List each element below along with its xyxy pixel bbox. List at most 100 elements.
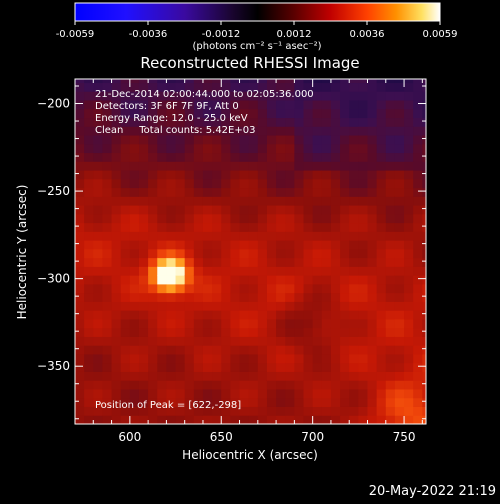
- heatmap-cell: [303, 79, 314, 84]
- heatmap-cell: [303, 301, 314, 311]
- heatmap-cell: [157, 406, 167, 416]
- heatmap-cell: [93, 143, 103, 154]
- heatmap-cell: [129, 205, 140, 215]
- heatmap-cell: [266, 388, 277, 399]
- heatmap-cell: [330, 82, 341, 92]
- heatmap-cell: [111, 248, 122, 259]
- heatmap-cell: [266, 336, 277, 346]
- heatmap-cell: [221, 336, 231, 346]
- heatmap-cell: [358, 152, 368, 162]
- heatmap-cell: [404, 196, 414, 206]
- heatmap-cell: [404, 345, 414, 355]
- heatmap-cell: [202, 170, 213, 180]
- heatmap-cell: [212, 397, 222, 407]
- heatmap-cell: [321, 275, 332, 285]
- heatmap-cell: [221, 301, 231, 311]
- heatmap-cell: [330, 126, 341, 136]
- heatmap-cell: [358, 362, 368, 372]
- heatmap-cell: [413, 397, 423, 407]
- heatmap-cell: [367, 345, 378, 355]
- heatmap-cell: [120, 248, 131, 259]
- heatmap-cell: [413, 362, 423, 372]
- heatmap-cell: [129, 353, 140, 364]
- heatmap-cell: [84, 257, 94, 267]
- heatmap-cell: [138, 231, 149, 241]
- heatmap-cell: [303, 108, 314, 119]
- heatmap-cell: [367, 152, 378, 162]
- heatmap-cell: [340, 161, 350, 171]
- heatmap-cell: [367, 196, 378, 206]
- heatmap-cell: [257, 397, 268, 407]
- heatmap-cell: [230, 292, 241, 302]
- heatmap-cell: [75, 292, 85, 302]
- heatmap-cell: [175, 310, 186, 320]
- heatmap-cell: [394, 117, 405, 127]
- heatmap-cell: [294, 170, 305, 180]
- heatmap-cell: [166, 240, 177, 250]
- heatmap-cell: [367, 275, 378, 285]
- heatmap-cell: [138, 345, 149, 355]
- heatmap-cell: [184, 152, 195, 162]
- heatmap-cell: [303, 82, 314, 92]
- heatmap-cell: [422, 397, 426, 407]
- heatmap-cell: [349, 292, 359, 302]
- heatmap-cell: [257, 353, 268, 364]
- heatmap-cell: [358, 336, 368, 346]
- heatmap-cell: [303, 397, 314, 407]
- heatmap-cell: [303, 161, 314, 171]
- heatmap-cell: [367, 380, 378, 390]
- heatmap-cell: [312, 266, 323, 276]
- heatmap-cell: [239, 318, 250, 329]
- heatmap-cell: [266, 283, 277, 294]
- heatmap-cell: [276, 161, 286, 171]
- heatmap-cell: [340, 248, 350, 259]
- heatmap-cell: [193, 318, 204, 329]
- colorbar-tick-label: -0.0036: [129, 29, 168, 40]
- heatmap-cell: [321, 345, 332, 355]
- heatmap-cell: [93, 170, 103, 180]
- heatmap-cell: [157, 79, 167, 84]
- heatmap-cell: [285, 310, 295, 320]
- heatmap-cell: [193, 283, 204, 294]
- heatmap-cell: [285, 100, 295, 110]
- heatmap-cell: [266, 345, 277, 355]
- heatmap-cell: [75, 82, 85, 92]
- heatmap-cell: [239, 275, 250, 285]
- heatmap-cell: [166, 82, 177, 92]
- heatmap-cell: [184, 345, 195, 355]
- heatmap-cell: [422, 257, 426, 267]
- heatmap-cell: [202, 222, 213, 232]
- heatmap-cell: [285, 152, 295, 162]
- heatmap-cell: [138, 283, 149, 294]
- heatmap-cell: [367, 161, 378, 171]
- heatmap-cell: [413, 213, 423, 224]
- heatmap-cell: [303, 240, 314, 250]
- heatmap-cell: [166, 327, 177, 337]
- heatmap-cell: [303, 257, 314, 267]
- heatmap-cell: [330, 275, 341, 285]
- heatmap-cell: [84, 248, 94, 259]
- heatmap-cell: [93, 108, 103, 119]
- heatmap-cell: [385, 310, 396, 320]
- heatmap-cell: [129, 310, 140, 320]
- heatmap-cell: [422, 415, 426, 424]
- heatmap-cell: [248, 82, 259, 92]
- heatmap-cell: [385, 327, 396, 337]
- heatmap-cell: [193, 275, 204, 285]
- heatmap-cell: [184, 248, 195, 259]
- heatmap-cell: [166, 91, 177, 101]
- heatmap-cell: [276, 248, 286, 259]
- heatmap-cell: [102, 240, 113, 250]
- heatmap-cell: [175, 187, 186, 197]
- heatmap-cell: [93, 161, 103, 171]
- heatmap-cell: [120, 292, 131, 302]
- heatmap-cell: [75, 397, 85, 407]
- heatmap-cell: [202, 213, 213, 224]
- heatmap-cell: [404, 161, 414, 171]
- heatmap-cell: [239, 362, 250, 372]
- heatmap-cell: [111, 388, 122, 399]
- heatmap-cell: [312, 301, 323, 311]
- heatmap-cell: [84, 406, 94, 416]
- heatmap-cell: [157, 152, 167, 162]
- heatmap-cell: [404, 108, 414, 119]
